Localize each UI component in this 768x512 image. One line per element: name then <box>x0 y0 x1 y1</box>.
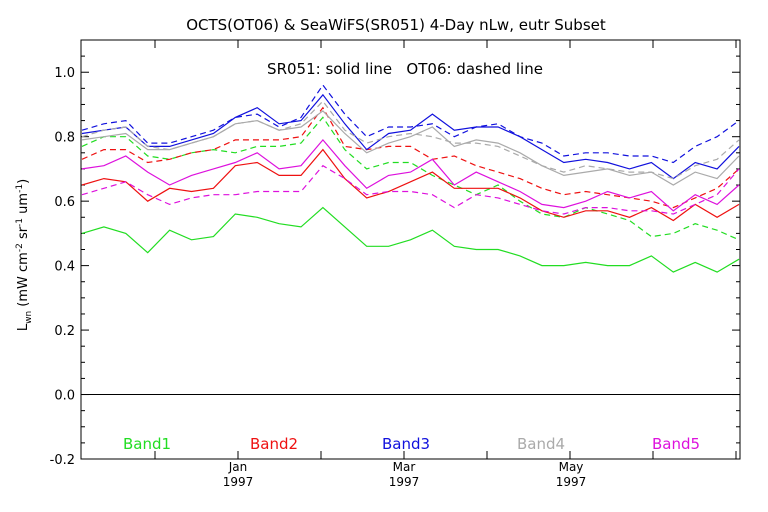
line-style-annotation: SR051: solid line OT06: dashed line <box>267 60 543 78</box>
legend-band1: Band1 <box>123 435 171 453</box>
x-tick-month: Jan <box>228 460 248 474</box>
legend-band5: Band5 <box>652 435 700 453</box>
y-label-exp3: -1 <box>15 184 25 193</box>
band5-sr051-solid-line <box>81 138 740 212</box>
x-tick-year: 1997 <box>389 475 420 489</box>
x-tick-month: Mar <box>393 460 416 474</box>
band3-ot06-dashed-line <box>81 84 740 164</box>
y-tick-label: 0.8 <box>54 131 75 146</box>
y-label-mid2: um <box>16 193 31 218</box>
y-tick-label: -0.2 <box>50 453 75 468</box>
band1-ot06-dashed-line <box>81 116 740 241</box>
x-tick-year: 1997 <box>556 475 587 489</box>
plot-border <box>80 39 741 460</box>
x-tick-year: 1997 <box>223 475 254 489</box>
y-label-unit-open: (mW cm <box>16 252 31 311</box>
legend-band3: Band3 <box>382 435 430 453</box>
y-label-exp1: -2 <box>15 243 25 252</box>
band4-ot06-dashed-line <box>81 100 740 180</box>
y-label-exp2: -1 <box>15 218 25 227</box>
y-tick-label: 0.0 <box>54 389 75 404</box>
plot-frame <box>80 39 741 460</box>
y-label-sub: wn <box>24 311 34 324</box>
legend: Band1 Band2 Band3 Band4 Band5 <box>123 435 700 453</box>
y-label-mid1: sr <box>16 226 31 243</box>
band4-sr051-solid-line <box>81 110 740 186</box>
y-tick-label: 0.2 <box>54 324 75 339</box>
series-layer <box>81 84 740 273</box>
y-tick-label: 0.4 <box>54 260 75 275</box>
y-label-main: L <box>16 323 31 331</box>
y-axis-label: Lwn (mW cm-2 sr-1 um-1) <box>15 179 34 331</box>
band1-sr051-solid-line <box>81 206 740 273</box>
band3-sr051-solid-line <box>81 93 740 180</box>
y-label-unit-close: ) <box>16 179 31 184</box>
band2-sr051-solid-line <box>81 148 740 222</box>
legend-band4: Band4 <box>517 435 565 453</box>
y-tick-label: 1.0 <box>54 66 75 81</box>
band2-ot06-dashed-line <box>81 106 740 209</box>
x-tick-month: May <box>559 460 584 474</box>
legend-band2: Band2 <box>250 435 298 453</box>
y-axis: -0.2 0.0 0.2 0.4 0.6 0.8 1.0 <box>50 55 740 468</box>
chart-title: OCTS(OT06) & SeaWiFS(SR051) 4-Day nLw, e… <box>186 16 606 34</box>
y-tick-label: 0.6 <box>54 195 75 210</box>
